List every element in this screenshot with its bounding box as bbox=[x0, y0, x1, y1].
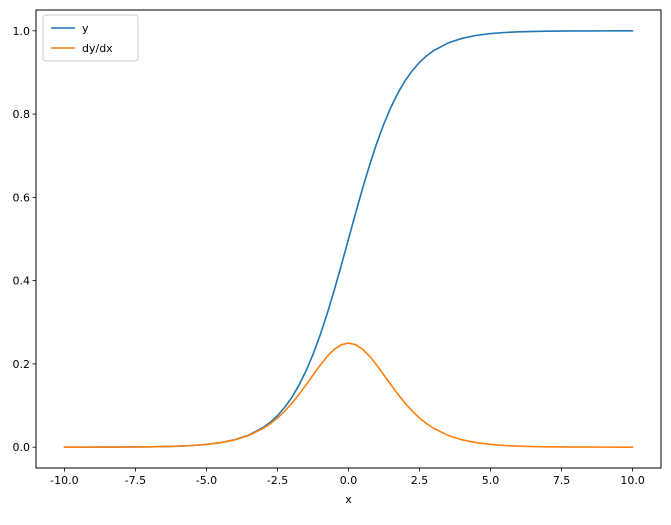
y-tick-label: 0.6 bbox=[13, 191, 31, 204]
legend-label-y: y bbox=[82, 22, 89, 35]
series-line-dydx bbox=[63, 342, 634, 448]
x-tick-label: 7.5 bbox=[553, 474, 571, 487]
x-tick-label: -2.5 bbox=[267, 474, 288, 487]
x-tick-label: 2.5 bbox=[411, 474, 429, 487]
x-tick-label: 10.0 bbox=[620, 474, 645, 487]
x-axis-label: x bbox=[345, 493, 352, 506]
y-tick-label: 1.0 bbox=[13, 25, 31, 38]
x-tick-label: -5.0 bbox=[196, 474, 217, 487]
y-tick-label: 0.8 bbox=[13, 108, 31, 121]
legend-box bbox=[42, 14, 139, 62]
x-tick-label: -7.5 bbox=[125, 474, 146, 487]
plot-dynamic-layer: -10.0 -7.5 -5.0 -2.5 0.0 2.5 5.0 7.5 10.0 0.0 0.2 0… bbox=[13, 9, 662, 487]
x-tick-label: 5.0 bbox=[482, 474, 500, 487]
y-tick-label: 0.2 bbox=[13, 358, 31, 371]
y-tick-label: 0.4 bbox=[13, 275, 31, 288]
axes-spines bbox=[35, 9, 662, 469]
x-tick-label: 0.0 bbox=[340, 474, 358, 487]
y-tick-label: 0.0 bbox=[13, 441, 31, 454]
legend-label-dydx: dy/dx bbox=[82, 42, 113, 55]
x-tick-label: -10.0 bbox=[50, 474, 78, 487]
